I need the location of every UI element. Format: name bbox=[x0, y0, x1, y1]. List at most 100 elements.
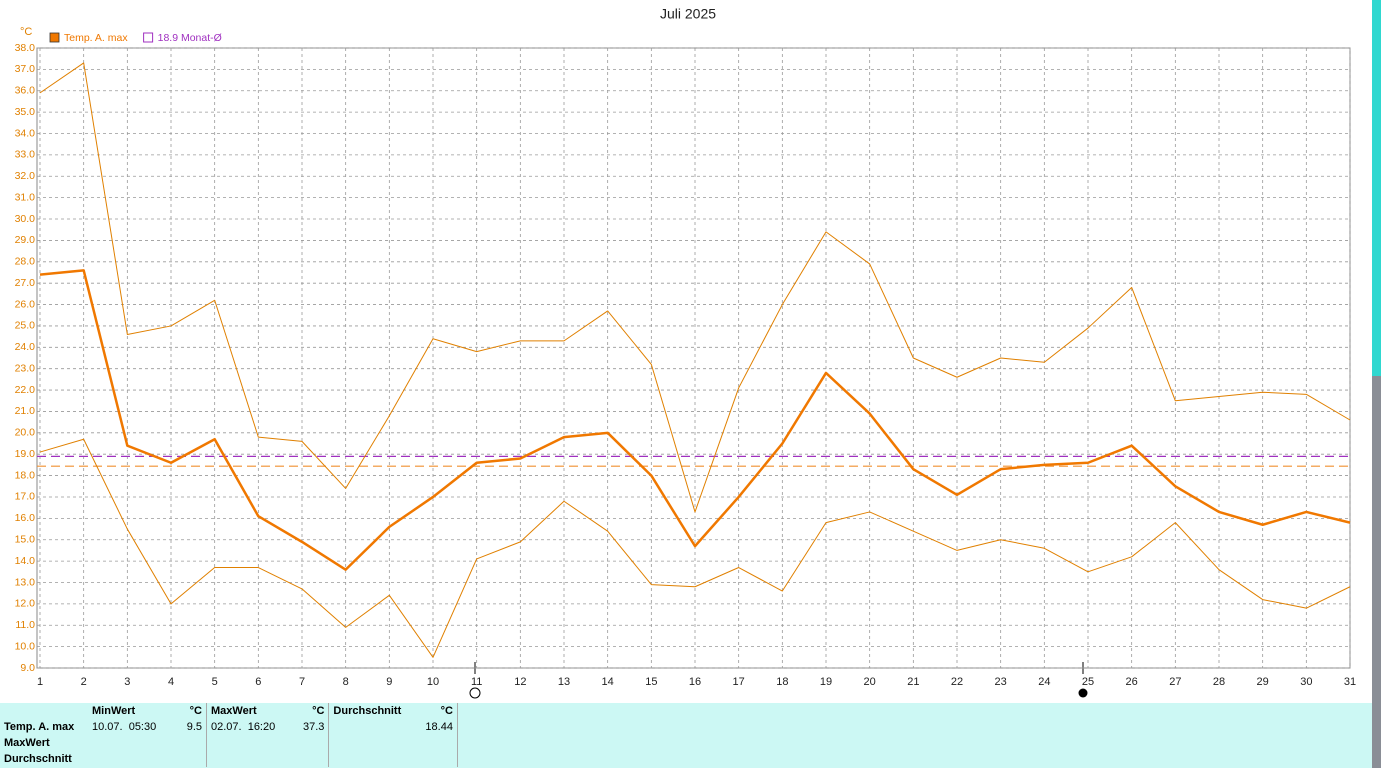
cell bbox=[329, 751, 422, 767]
y-tick-label: 34.0 bbox=[15, 127, 36, 139]
background bbox=[0, 0, 1372, 703]
y-tick-label: 38.0 bbox=[15, 42, 36, 54]
y-tick-label: 25.0 bbox=[15, 320, 36, 332]
cell bbox=[329, 719, 422, 735]
x-tick-label: 1 bbox=[37, 676, 43, 688]
y-tick-label: 23.0 bbox=[15, 362, 36, 374]
x-tick-label: 23 bbox=[995, 676, 1007, 688]
x-tick-label: 4 bbox=[168, 676, 174, 688]
x-tick-label: 20 bbox=[864, 676, 876, 688]
x-tick-label: 17 bbox=[733, 676, 745, 688]
cell: 9.5 bbox=[180, 719, 207, 735]
cell: 18.44 bbox=[421, 719, 458, 735]
row-label: Durchschnitt bbox=[4, 753, 72, 765]
x-tick-label: 21 bbox=[907, 676, 919, 688]
cell bbox=[299, 735, 330, 751]
x-tick-label: 26 bbox=[1126, 676, 1138, 688]
y-tick-label: 12.0 bbox=[15, 598, 36, 610]
legend-swatch bbox=[49, 32, 60, 43]
x-tick-label: 8 bbox=[343, 676, 349, 688]
header-cell: MinWert bbox=[92, 705, 136, 717]
cell: 10.07. 05:30 bbox=[92, 721, 157, 733]
x-tick-label: 22 bbox=[951, 676, 963, 688]
y-tick-label: 31.0 bbox=[15, 191, 36, 203]
stats-table: MinWert °C MaxWert °C Durchschnitt °C Te… bbox=[0, 703, 458, 767]
series-line bbox=[39, 438, 1351, 658]
y-tick-label: 36.0 bbox=[15, 85, 36, 97]
x-tick-label: 6 bbox=[255, 676, 261, 688]
y-tick-label: 10.0 bbox=[15, 640, 36, 652]
y-tick-label: 18.0 bbox=[15, 469, 36, 481]
header-cell: MaxWert bbox=[211, 705, 257, 717]
y-tick-label: 27.0 bbox=[15, 277, 36, 289]
y-tick-label: 24.0 bbox=[15, 341, 36, 353]
cell bbox=[180, 735, 207, 751]
y-tick-label: 37.0 bbox=[15, 63, 36, 75]
y-tick-label: 32.0 bbox=[15, 170, 36, 182]
x-tick-label: 28 bbox=[1213, 676, 1225, 688]
stats-panel: MinWert °C MaxWert °C Durchschnitt °C Te… bbox=[0, 703, 1372, 768]
y-tick-label: 22.0 bbox=[15, 384, 36, 396]
x-tick-label: 10 bbox=[427, 676, 439, 688]
legend-label: Temp. A. max bbox=[64, 32, 128, 44]
cell bbox=[0, 703, 88, 719]
series-line bbox=[39, 269, 1351, 571]
y-tick-label: 33.0 bbox=[15, 149, 36, 161]
y-tick-label: 14.0 bbox=[15, 555, 36, 567]
cell bbox=[421, 735, 458, 751]
y-tick-label: 11.0 bbox=[15, 619, 35, 631]
x-tick-label: 12 bbox=[514, 676, 526, 688]
cell bbox=[88, 751, 180, 767]
row-label: Temp. A. max bbox=[4, 721, 75, 733]
x-tick-label: 5 bbox=[212, 676, 218, 688]
x-tick-label: 15 bbox=[645, 676, 657, 688]
x-tick-label: 9 bbox=[386, 676, 392, 688]
x-tick-label: 24 bbox=[1038, 676, 1050, 688]
x-tick-label: 2 bbox=[81, 676, 87, 688]
legend-swatch bbox=[143, 32, 154, 43]
legend-label: 18.9 Monat-Ø bbox=[158, 32, 222, 44]
cell bbox=[421, 751, 458, 767]
cell: 02.07. 16:20 bbox=[211, 721, 276, 733]
x-tick-label: 11 bbox=[471, 676, 482, 688]
x-tick-label: 13 bbox=[558, 676, 570, 688]
y-tick-label: 35.0 bbox=[15, 106, 36, 118]
cell bbox=[180, 751, 207, 767]
x-tick-label: 14 bbox=[602, 676, 614, 688]
x-tick-label: 30 bbox=[1300, 676, 1312, 688]
moon-phase bbox=[1078, 688, 1088, 698]
chart-title: Juli 2025 bbox=[660, 6, 716, 22]
row-label: MaxWert bbox=[4, 737, 50, 749]
cell bbox=[207, 735, 300, 751]
y-tick-label: 15.0 bbox=[15, 534, 36, 546]
x-tick-label: 7 bbox=[299, 676, 305, 688]
y-tick-label: 28.0 bbox=[15, 256, 36, 268]
moon-phase bbox=[469, 687, 481, 699]
cell bbox=[88, 735, 180, 751]
header-cell: °C bbox=[299, 703, 330, 719]
header-cell: °C bbox=[421, 703, 458, 719]
x-tick-label: 19 bbox=[820, 676, 832, 688]
y-tick-label: 30.0 bbox=[15, 213, 36, 225]
x-tick-label: 29 bbox=[1257, 676, 1269, 688]
cell bbox=[329, 735, 422, 751]
cell bbox=[299, 751, 330, 767]
x-tick-label: 27 bbox=[1169, 676, 1181, 688]
y-tick-label: 19.0 bbox=[15, 448, 36, 460]
x-tick-label: 18 bbox=[776, 676, 788, 688]
y-tick-label: 17.0 bbox=[15, 491, 36, 503]
x-tick-label: 16 bbox=[689, 676, 701, 688]
series-line bbox=[39, 62, 1351, 513]
x-tick-label: 3 bbox=[124, 676, 130, 688]
cell: 37.3 bbox=[299, 719, 330, 735]
y-tick-label: 21.0 bbox=[15, 405, 36, 417]
x-tick-label: 25 bbox=[1082, 676, 1094, 688]
y-tick-label: 9.0 bbox=[20, 662, 35, 674]
y-tick-label: 26.0 bbox=[15, 298, 36, 310]
chart: Juli 2025 °C 9.0 10.0 11.0 12.0 13.0 14.0 15.0… bbox=[0, 0, 1372, 703]
y-tick-label: 13.0 bbox=[15, 576, 36, 588]
header-cell: Durchschnitt bbox=[333, 705, 402, 717]
y-tick-label: 16.0 bbox=[15, 512, 36, 524]
side-image bbox=[1372, 376, 1381, 768]
